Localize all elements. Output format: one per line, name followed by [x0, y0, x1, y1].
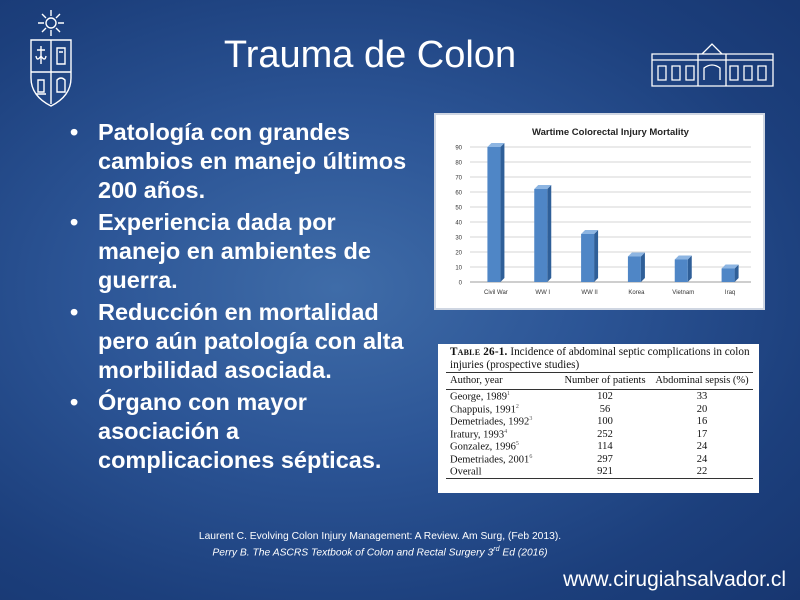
reference-line-1: Laurent C. Evolving Colon Injury Managem… [198, 531, 562, 542]
bullet-item: Experiencia dada por manejo en ambientes… [68, 208, 408, 295]
table-cell-ref: 1 [506, 391, 510, 397]
table-cell-author: Iratury, 1993 [450, 429, 505, 440]
table-header-author: Author, year [450, 375, 503, 386]
bar [721, 268, 735, 282]
bar-side [640, 252, 645, 282]
website-url: www.cirugiahsalvador.cl [563, 568, 786, 591]
table-cell-author: Demetriades, 2001 [450, 454, 530, 465]
table-cell-author: George, 1989 [450, 391, 507, 403]
table-row: Iratury, 19934 252 17 [446, 428, 753, 441]
bar-side [687, 255, 692, 282]
table-cell-author: Demetriades, 1992 [450, 416, 530, 428]
table-cell-sepsis: 20 [696, 403, 708, 415]
bar [674, 259, 688, 282]
table-cell-author: Chappuis, 1991 [450, 404, 516, 415]
reference-line-2-sup: rd [493, 546, 500, 553]
table-cell-sepsis: 24 [696, 453, 708, 465]
bar-top [581, 230, 599, 234]
table-header-row: Author, year Number of patients Abdomina… [446, 372, 753, 390]
chart-title: Wartime Colorectal Injury Mortality [532, 127, 690, 138]
y-tick-label: 40 [455, 221, 462, 227]
table-cell-sepsis: 24 [696, 441, 708, 452]
table-cell-sepsis: 17 [696, 428, 708, 440]
bar-side [594, 230, 599, 282]
table-header-sepsis: Abdominal sepsis (%) [655, 375, 749, 386]
x-tick-label: Korea [628, 290, 645, 296]
bullet-item: Patología con grandes cambios en manejo … [68, 118, 408, 205]
reference-line-2-text: Perry B. The ASCRS Textbook of Colon and… [212, 547, 494, 559]
bar [581, 234, 595, 282]
table-body: George, 19891 102 33 Chappuis, 19912 56 … [446, 390, 753, 479]
table-cell-ref: 6 [529, 453, 533, 460]
table-row: Demetriades, 19923 100 16 [446, 415, 753, 428]
university-crest-logo [30, 10, 72, 107]
table-cell-patients: 102 [597, 391, 613, 402]
bar-top [721, 264, 739, 269]
bar-top [487, 143, 505, 147]
y-tick-label: 0 [459, 281, 463, 287]
y-tick-label: 20 [455, 251, 462, 257]
bar-side [500, 143, 505, 282]
table-cell-sepsis: 33 [696, 391, 708, 402]
y-tick-label: 80 [455, 161, 462, 167]
bullet-item: Reducción en mortalidad pero aún patolog… [68, 298, 408, 385]
table-cell-patients: 114 [597, 441, 613, 452]
bar-top [627, 252, 645, 257]
x-tick-label: Iraq [725, 290, 735, 296]
mortality-chart-panel: Wartime Colorectal Injury Mortality 0 10 20… [434, 113, 765, 310]
y-tick-label: 50 [455, 206, 462, 212]
y-tick-label: 60 [455, 191, 462, 197]
table-cell-ref: 3 [529, 416, 533, 422]
table-caption-label: Table 26-1. [450, 346, 508, 358]
table-row: Chappuis, 19912 56 20 [446, 403, 753, 416]
x-tick-label: Civil War [484, 290, 508, 296]
table-caption: Table 26-1. Incidence of abdominal septi… [450, 346, 750, 372]
table-cell-ref: 4 [504, 428, 508, 435]
table-cell-patients: 56 [599, 403, 611, 415]
reference-line-2-suffix: Ed (2016) [499, 547, 548, 559]
table-cell-patients: 100 [597, 416, 613, 427]
table-cell-sepsis: 16 [696, 416, 708, 427]
y-tick-label: 90 [455, 146, 462, 152]
bar [627, 256, 641, 282]
table-row: Gonzalez, 19965 114 24 [446, 440, 753, 453]
bullet-item: Órgano con mayor asociación a complicaci… [68, 388, 408, 475]
bar-side [547, 185, 552, 282]
x-tick-label: WW I [535, 290, 550, 296]
bar-top [534, 185, 552, 189]
table-cell-patients: 252 [597, 428, 613, 440]
table-row: Demetriades, 20016 297 24 [446, 453, 753, 466]
table-row: Overall 921 22 [446, 465, 753, 479]
table-cell-sepsis: 22 [696, 466, 708, 477]
table-header-patients: Number of patients [564, 375, 646, 386]
y-tick-label: 70 [455, 176, 462, 182]
references: Laurent C. Evolving Colon Injury Managem… [150, 530, 610, 559]
bullet-list: Patología con grandes cambios en manejo … [68, 118, 408, 478]
table-cell-author: Overall [450, 466, 482, 478]
bar [534, 189, 548, 282]
bar [487, 147, 501, 282]
x-tick-label: WW II [581, 290, 598, 296]
table-row: George, 19891 102 33 [446, 390, 753, 403]
bar-side [734, 264, 739, 282]
bar-top [674, 255, 692, 260]
reference-line-2: Perry B. The ASCRS Textbook of Colon and… [150, 543, 610, 559]
hospital-building-logo [651, 43, 774, 87]
mortality-bar-chart: Wartime Colorectal Injury Mortality 0 10 20… [455, 127, 751, 296]
y-tick-label: 10 [455, 266, 462, 272]
table-caption-text: Incidence of abdominal septic complicati… [450, 346, 750, 371]
sepsis-table-panel: Table 26-1. Incidence of abdominal septi… [438, 344, 759, 493]
slide-title: Trauma de Colon [223, 34, 517, 76]
table-cell-patients: 297 [597, 453, 613, 465]
table-cell-ref: 2 [515, 403, 519, 410]
y-tick-label: 30 [455, 236, 462, 242]
table-cell-ref: 5 [515, 441, 519, 447]
table-cell-patients: 921 [597, 466, 613, 477]
table-cell-author: Gonzalez, 1996 [450, 441, 516, 453]
x-tick-label: Vietnam [672, 290, 694, 296]
